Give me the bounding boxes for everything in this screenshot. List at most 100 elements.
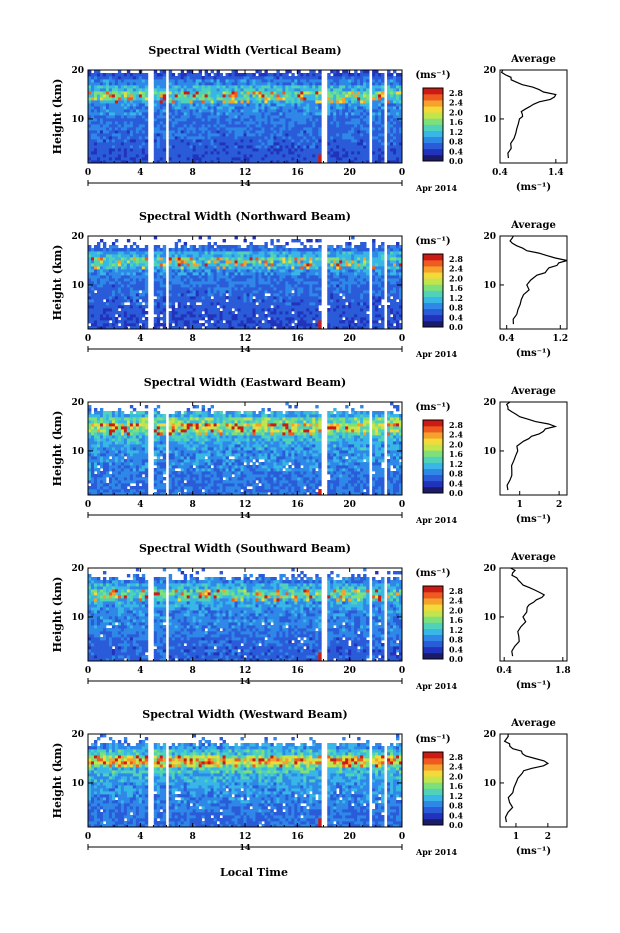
heatmap-cell <box>193 308 196 311</box>
heatmap-cell <box>252 308 255 311</box>
heatmap-cell <box>258 284 261 287</box>
heatmap-cell <box>112 91 115 94</box>
heatmap-cell <box>267 290 270 293</box>
heatmap-cell <box>100 272 103 275</box>
heatmap-cell <box>112 302 115 305</box>
heatmap-cell <box>279 299 282 302</box>
heatmap-cell <box>100 106 103 109</box>
heatmap-cell <box>396 154 399 157</box>
heatmap-cell <box>106 278 109 281</box>
heatmap-cell <box>342 82 345 85</box>
heatmap-cell <box>336 130 339 133</box>
heatmap-cell <box>214 142 217 145</box>
heatmap-cell <box>94 323 97 326</box>
heatmap-cell <box>118 296 121 299</box>
heatmap-cell <box>196 151 199 154</box>
heatmap-cell <box>273 94 276 97</box>
heatmap-cell <box>106 100 109 103</box>
heatmap-cell <box>229 275 232 278</box>
heatmap-cell <box>232 320 235 323</box>
heatmap-cell <box>211 121 214 124</box>
heatmap-cell <box>282 103 285 106</box>
heatmap-cell <box>354 142 357 145</box>
heatmap-cell <box>291 109 294 112</box>
heatmap-cell <box>381 124 384 127</box>
heatmap-cell <box>214 320 217 323</box>
heatmap-cell <box>109 251 112 254</box>
heatmap-cell <box>229 103 232 106</box>
heatmap-cell <box>124 100 127 103</box>
heatmap-cell <box>196 317 199 320</box>
heatmap-cell <box>118 73 121 76</box>
heatmap-cell <box>267 82 270 85</box>
heatmap-cell <box>202 299 205 302</box>
heatmap-cell <box>247 311 250 314</box>
heatmap-cell <box>288 281 291 284</box>
heatmap-cell <box>220 245 223 248</box>
heatmap-cell <box>205 251 208 254</box>
heatmap-cell <box>273 145 276 148</box>
heatmap-cell <box>214 272 217 275</box>
heatmap-cell <box>333 127 336 130</box>
heatmap-cell <box>199 269 202 272</box>
heatmap-cell <box>330 88 333 91</box>
heatmap-cell <box>375 109 378 112</box>
heatmap-cell <box>118 248 121 251</box>
heatmap-cell <box>208 293 211 296</box>
heatmap-cell <box>276 290 279 293</box>
heatmap-cell <box>211 124 214 127</box>
heatmap-cell <box>214 100 217 103</box>
heatmap-cell <box>136 260 139 263</box>
heatmap-cell <box>163 323 166 326</box>
heatmap-cell <box>202 106 205 109</box>
heatmap-cell <box>124 94 127 97</box>
heatmap-cell <box>276 302 279 305</box>
heatmap-cell <box>264 278 267 281</box>
heatmap-cell <box>297 314 300 317</box>
heatmap-cell <box>345 112 348 115</box>
heatmap-cell <box>393 154 396 157</box>
heatmap-cell <box>282 148 285 151</box>
heatmap-cell <box>91 145 94 148</box>
heatmap-cell <box>124 257 127 260</box>
heatmap-cell <box>294 145 297 148</box>
heatmap-cell <box>127 154 130 157</box>
heatmap-cell <box>88 299 91 302</box>
heatmap-cell <box>363 76 366 79</box>
heatmap-cell <box>288 148 291 151</box>
heatmap-cell <box>217 97 220 100</box>
heatmap-cell <box>199 73 202 76</box>
heatmap-cell <box>297 323 300 326</box>
heatmap-cell <box>235 299 238 302</box>
heatmap-cell <box>211 97 214 100</box>
heatmap-cell <box>294 299 297 302</box>
heatmap-cell <box>247 245 250 248</box>
heatmap-cell <box>127 293 130 296</box>
heatmap-cell <box>223 293 226 296</box>
heatmap-cell <box>115 305 118 308</box>
heatmap-cell <box>160 73 163 76</box>
heatmap-cell <box>157 311 160 314</box>
heatmap-cell <box>112 248 115 251</box>
heatmap-cell <box>282 320 285 323</box>
heatmap-cell <box>145 154 148 157</box>
heatmap-cell <box>258 109 261 112</box>
heatmap-cell <box>184 124 187 127</box>
heatmap-cell <box>291 266 294 269</box>
heatmap-cell <box>273 263 276 266</box>
heatmap-cell <box>217 94 220 97</box>
heatmap-cell <box>118 115 121 118</box>
heatmap-cell <box>115 112 118 115</box>
heatmap-cell <box>235 245 238 248</box>
heatmap-cell <box>306 290 309 293</box>
heatmap-cell <box>196 85 199 88</box>
heatmap-cell <box>187 103 190 106</box>
heatmap-cell <box>249 94 252 97</box>
heatmap-cell <box>252 136 255 139</box>
heatmap-cell <box>115 118 118 121</box>
heatmap-cell <box>348 76 351 79</box>
heatmap-cell <box>121 272 124 275</box>
heatmap-cell <box>202 308 205 311</box>
heatmap-cell <box>238 287 241 290</box>
heatmap-cell <box>139 154 142 157</box>
